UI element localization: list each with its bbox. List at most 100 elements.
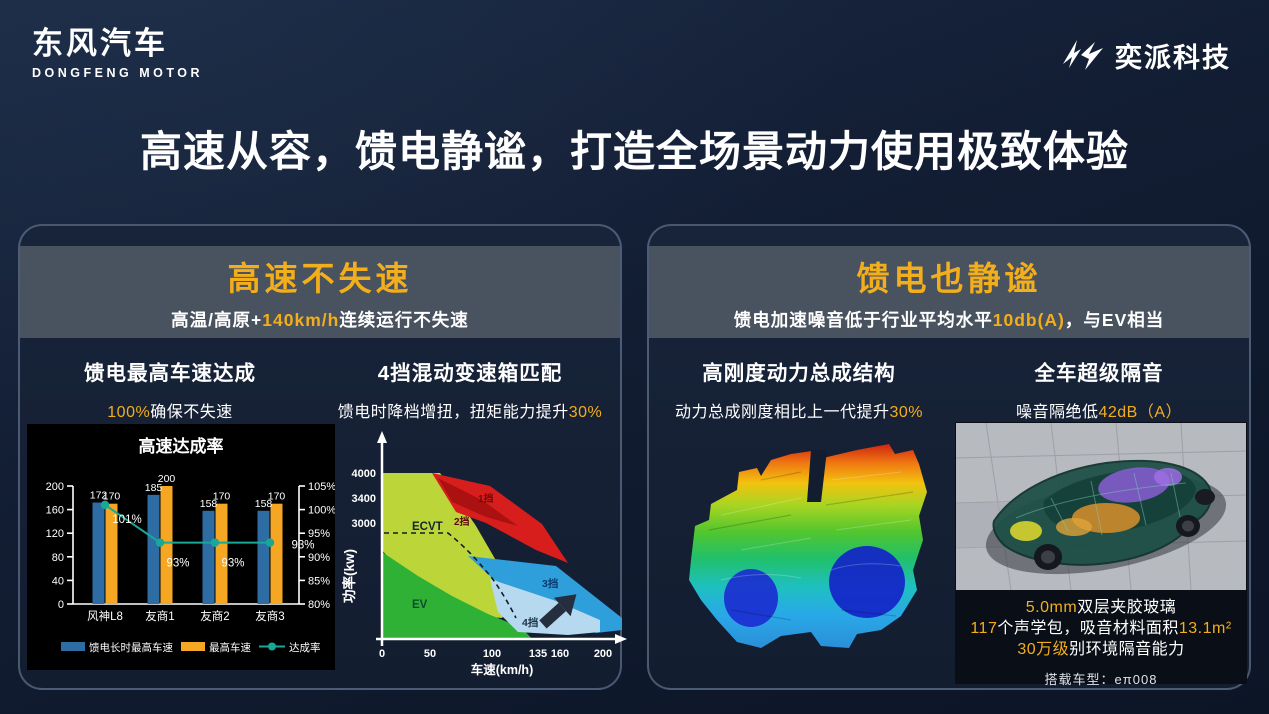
svg-text:达成率: 达成率 — [289, 641, 321, 654]
speed-bar-chart: 高速达成率 0 40 80 120 160 200 80% 85% 90% 95% 100% 105% 1… — [27, 424, 337, 670]
panel-high-speed-subtitle: 高温/高原+140km/h连续运行不失速 — [171, 310, 469, 330]
svg-text:85%: 85% — [308, 575, 330, 587]
x-axis-title: 车速(km/h) — [471, 662, 534, 677]
car-structure-lines — [1015, 472, 1187, 536]
svg-text:80: 80 — [52, 552, 64, 564]
powertrain-fea-image — [661, 420, 953, 686]
svg-text:友商3: 友商3 — [255, 609, 284, 623]
svg-text:高速达成率: 高速达成率 — [139, 436, 224, 456]
svg-text:93%: 93% — [166, 558, 189, 570]
y-axis-title: 功率(kw) — [341, 549, 357, 603]
svg-text:158: 158 — [200, 498, 218, 510]
panel-high-speed: 高速不失速 高温/高原+140km/h连续运行不失速 馈电最高车速达成 100%… — [18, 224, 627, 690]
label-ev: EV — [412, 599, 428, 611]
section-rigidity: 高刚度动力总成结构 动力总成刚度相比上一代提升30% — [649, 356, 949, 422]
svg-text:170: 170 — [103, 491, 121, 503]
wheel-front-rim — [1041, 550, 1055, 564]
y-axis-arrow — [377, 431, 387, 443]
svg-text:馈电长时最高车速: 馈电长时最高车速 — [89, 641, 173, 654]
section-rigidity-sub: 动力总成刚度相比上一代提升30% — [674, 404, 924, 421]
engine-shadow-lines — [708, 471, 914, 621]
region-ev — [382, 552, 532, 639]
dongfeng-logo-cn: 东风汽车 — [32, 26, 168, 61]
region-gear4 — [490, 579, 600, 635]
acoustic-material-front — [1010, 521, 1042, 541]
dongfeng-logo: 东风汽车 DONGFENG MOTOR — [32, 18, 203, 80]
high-speed-sections: 馈电最高车速达成 100%确保不失速 4挡混动变速箱匹配 馈电时降档增扭，扭矩能… — [20, 356, 620, 422]
model-line: 搭载车型：eπ008 — [1044, 672, 1158, 687]
svg-text:最高车速: 最高车速 — [209, 641, 251, 654]
insulation-notes: 5.0mm双层夹胶玻璃 117个声学包，吸音材料面积13.1m² 30万级别环境隔音… — [970, 599, 1232, 658]
y-tick-labels: 4000 3400 3000 — [352, 468, 376, 530]
label-gear2: 2挡 — [454, 515, 470, 528]
section-gearbox: 4挡混动变速箱匹配 馈电时降档增扭，扭矩能力提升30% — [320, 356, 620, 422]
section-insulation: 全车超级隔音 噪音隔绝低42dB（A） — [949, 356, 1249, 422]
quietness-sections: 高刚度动力总成结构 动力总成刚度相比上一代提升30% 全车超级隔音 噪音隔绝低4… — [649, 356, 1249, 422]
x-tick-labels: 0 50 100 135 160 200 — [379, 648, 612, 660]
svg-text:风神L8: 风神L8 — [87, 609, 123, 623]
section-speed-achieved: 馈电最高车速达成 100%确保不失速 — [20, 356, 320, 422]
section-insulation-heading: 全车超级隔音 — [1034, 362, 1164, 385]
svg-text:170: 170 — [268, 491, 286, 503]
svg-text:0: 0 — [379, 648, 385, 660]
svg-text:160: 160 — [551, 648, 569, 660]
engine-detail-lines — [720, 471, 912, 581]
epi-logo-text: 奕派科技 — [1115, 43, 1231, 73]
dashed-guide-line — [384, 532, 517, 619]
section-insulation-sub: 噪音隔绝低42dB（A） — [1015, 404, 1183, 421]
wheel-rear-rim — [1182, 520, 1194, 532]
section-speed-sub: 100%确保不失速 — [107, 404, 233, 421]
epi-bolt-icon — [1063, 39, 1103, 70]
svg-text:4000: 4000 — [352, 468, 376, 480]
fea-cold-spot-left — [724, 569, 778, 627]
insulation-figure: 5.0mm双层夹胶玻璃 117个声学包，吸音材料面积13.1m² 30万级别环境隔音… — [955, 422, 1247, 687]
svg-text:50: 50 — [424, 648, 436, 660]
panel-quietness-subtitle: 馈电加速噪音低于行业平均水平10db(A)，与EV相当 — [733, 310, 1165, 330]
label-gear3: 3挡 — [542, 577, 558, 590]
epi-logo: 奕派科技 — [1061, 36, 1231, 75]
section-gearbox-heading: 4挡混动变速箱匹配 — [377, 362, 563, 385]
panel-quietness: 馈电也静谧 馈电加速噪音低于行业平均水平10db(A)，与EV相当 高刚度动力总… — [647, 224, 1251, 690]
svg-text:200: 200 — [158, 473, 176, 485]
svg-text:105%: 105% — [308, 481, 335, 493]
speed-bar-chart-svg: 高速达成率 0 40 80 120 160 200 80% 85% 90% 95% 100% 105% 1… — [46, 436, 337, 654]
svg-text:90%: 90% — [308, 552, 330, 564]
svg-text:友商2: 友商2 — [200, 609, 229, 623]
svg-text:3400: 3400 — [352, 493, 376, 505]
svg-text:100: 100 — [483, 648, 501, 660]
fea-cold-spot-right — [829, 546, 905, 618]
gearbox-region-chart: ECVT EV 1挡 2挡 3挡 4挡 4000 3400 3000 0 50 100 1… — [340, 426, 632, 688]
panel-quietness-header: 馈电也静谧 馈电加速噪音低于行业平均水平10db(A)，与EV相当 — [649, 246, 1249, 338]
page-title: 高速从容，馈电静谧，打造全场景动力使用极致体验 — [139, 128, 1129, 175]
section-gearbox-sub: 馈电时降档增扭，扭矩能力提升30% — [337, 404, 603, 421]
svg-text:160: 160 — [46, 505, 64, 517]
label-ecvt: ECVT — [412, 521, 443, 533]
region-gear2 — [438, 478, 518, 526]
car-acoustic-image — [956, 423, 1246, 590]
svg-text:93%: 93% — [221, 558, 244, 570]
svg-text:158: 158 — [255, 498, 273, 510]
panel-quietness-title: 馈电也静谧 — [856, 260, 1042, 297]
svg-text:100%: 100% — [308, 505, 335, 517]
svg-text:3000: 3000 — [352, 518, 376, 530]
x-axis-arrow — [615, 634, 627, 644]
acoustic-material-rear — [1098, 467, 1170, 503]
upshift-arrow-icon — [539, 594, 577, 629]
acoustic-material-cabin2 — [1056, 518, 1092, 536]
engine-gap — [807, 450, 827, 502]
svg-text:友商1: 友商1 — [145, 609, 174, 623]
panel-high-speed-title: 高速不失速 — [227, 260, 413, 297]
svg-text:93%: 93% — [291, 540, 314, 552]
svg-text:172: 172 — [90, 490, 108, 502]
svg-text:170: 170 — [213, 491, 231, 503]
svg-text:185: 185 — [145, 482, 163, 494]
svg-text:40: 40 — [52, 575, 64, 587]
svg-text:101%: 101% — [112, 514, 141, 526]
svg-text:135: 135 — [529, 648, 547, 660]
dongfeng-logo-en: DONGFENG MOTOR — [32, 66, 203, 80]
svg-text:120: 120 — [46, 528, 64, 540]
label-gear4: 4挡 — [522, 616, 538, 629]
svg-text:200: 200 — [594, 648, 612, 660]
panel-high-speed-header: 高速不失速 高温/高原+140km/h连续运行不失速 — [20, 246, 620, 338]
